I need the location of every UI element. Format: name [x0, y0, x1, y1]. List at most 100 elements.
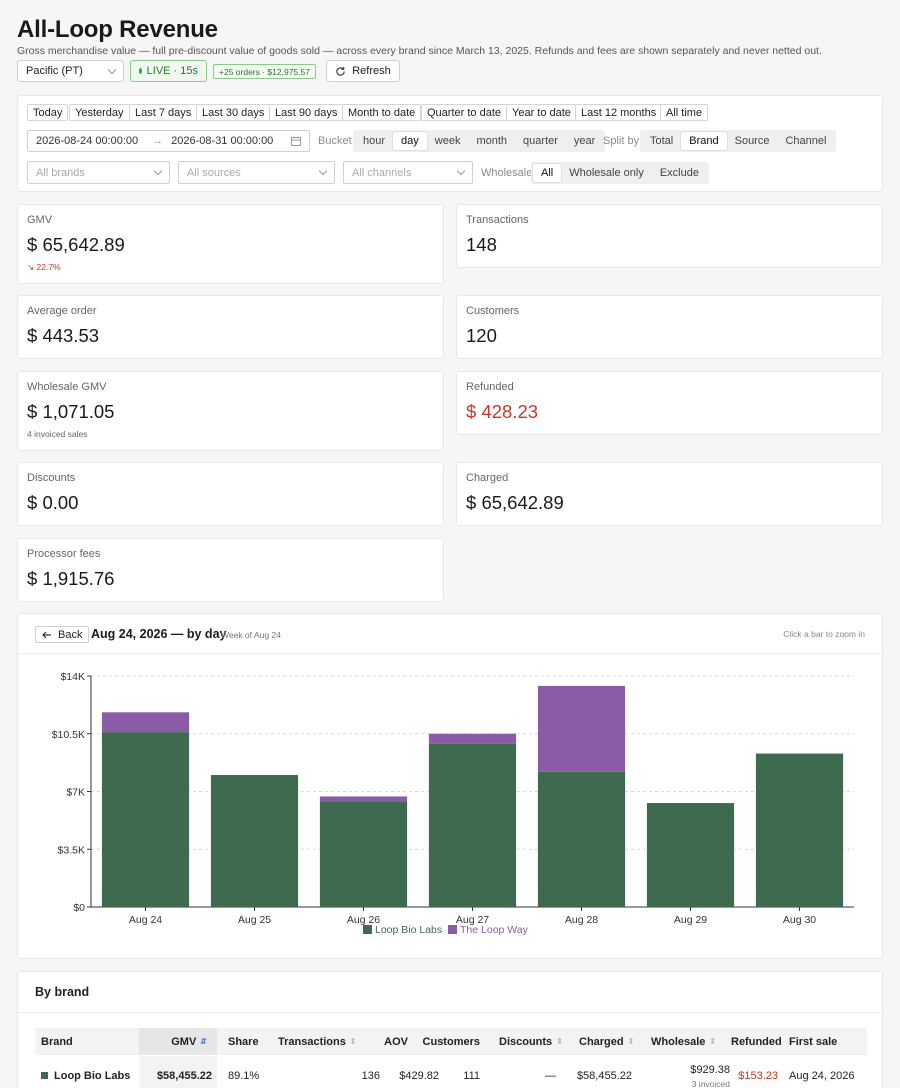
- column-header-transactions[interactable]: Transactions ⇕: [278, 1035, 357, 1048]
- sort-desc-icon: ⇵: [200, 1037, 207, 1046]
- bar-loop-bio-labs[interactable]: [101, 732, 190, 907]
- range-today-button[interactable]: Today: [27, 104, 69, 121]
- processor-fees-value: $ 1,915.76: [27, 568, 115, 589]
- column-header-discounts[interactable]: Discounts ⇕: [499, 1035, 563, 1048]
- bar-loop-bio-labs[interactable]: [755, 753, 844, 907]
- new-orders-badge: +25 orders · $12,975.57: [213, 64, 316, 79]
- wholesale-gmv-label: Wholesale GMV: [27, 381, 107, 393]
- chart-panel: Back Aug 24, 2026 — by day Week of Aug 2…: [17, 613, 884, 959]
- legend-label[interactable]: Loop Bio Labs: [375, 924, 442, 936]
- bucket-option-month[interactable]: month: [476, 135, 508, 147]
- bar-loop-bio-labs[interactable]: [646, 803, 735, 907]
- page-title: All-Loop Revenue: [17, 16, 218, 43]
- bar-the-loop-way[interactable]: [101, 712, 190, 733]
- channels-select[interactable]: All channels: [343, 161, 473, 184]
- cell-wholesale-note: 3 invoiced: [691, 1079, 730, 1088]
- range-last-30-days-button[interactable]: Last 30 days: [196, 104, 271, 121]
- bar-loop-bio-labs[interactable]: [319, 801, 408, 907]
- table-row[interactable]: Loop Bio Labs $58,455.22 89.1% 136 $429.82 11…: [35, 1056, 867, 1088]
- calendar-icon: [291, 137, 301, 146]
- transactions-label: Transactions: [466, 214, 529, 226]
- x-tick-label: Aug 30: [783, 914, 816, 926]
- split-option-total[interactable]: Total: [650, 135, 674, 147]
- average-order-card: Average order $ 443.53: [17, 295, 444, 359]
- split-option-channel[interactable]: Channel: [785, 135, 827, 147]
- date-arrow-icon: →: [152, 135, 164, 147]
- timezone-value: Pacific (PT): [26, 65, 83, 77]
- bucket-option-quarter[interactable]: quarter: [523, 135, 558, 147]
- gmv-column-highlight: [139, 1028, 217, 1055]
- bar-loop-bio-labs[interactable]: [537, 771, 626, 907]
- column-header-charged[interactable]: Charged ⇕: [579, 1035, 635, 1048]
- refresh-icon: [336, 66, 345, 76]
- bar-the-loop-way[interactable]: [319, 796, 408, 802]
- bucket-option-hour[interactable]: hour: [363, 135, 386, 147]
- cell-wholesale: $929.38: [690, 1064, 730, 1076]
- transactions-card: Transactions 148: [456, 204, 883, 268]
- refresh-button[interactable]: Refresh: [326, 60, 400, 82]
- wholesale-gmv-card: Wholesale GMV $ 1,071.05 4 invoiced sale…: [17, 371, 444, 451]
- date-from: 2026-08-24 00:00:00: [36, 135, 139, 147]
- chart-title: Aug 24, 2026 — by day: [91, 627, 227, 641]
- bar-loop-bio-labs[interactable]: [428, 743, 517, 907]
- bucket-option-week[interactable]: week: [434, 135, 461, 147]
- column-header-brand: Brand: [41, 1035, 73, 1048]
- average-order-value: $ 443.53: [27, 325, 100, 346]
- live-toggle[interactable]: LIVE · 15s: [130, 60, 207, 82]
- live-label: LIVE · 15s: [146, 65, 198, 77]
- x-tick-label: Aug 24: [129, 914, 162, 926]
- y-tick-label: $7K: [66, 787, 85, 799]
- split-option-brand[interactable]: Brand: [681, 132, 727, 150]
- y-tick-label: $10.5K: [52, 729, 85, 741]
- sources-select[interactable]: All sources: [178, 161, 335, 184]
- x-tick-label: Aug 28: [565, 914, 598, 926]
- sort-icon: ⇕: [709, 1037, 717, 1046]
- back-button[interactable]: Back: [35, 626, 90, 643]
- gmv-change: ↘ 22.7%: [27, 262, 61, 272]
- chevron-down-icon: [456, 166, 466, 176]
- wholesale-option-all[interactable]: All: [533, 164, 562, 182]
- legend-swatch: [448, 925, 457, 934]
- channels-placeholder: All channels: [352, 166, 412, 179]
- split-option-source[interactable]: Source: [734, 135, 770, 147]
- date-range-input[interactable]: 2026-08-24 00:00:00 → 2026-08-31 00:00:0…: [27, 130, 310, 152]
- range-all-time-button[interactable]: All time: [660, 104, 709, 121]
- bar-the-loop-way[interactable]: [428, 733, 517, 744]
- range-last-7-days-button[interactable]: Last 7 days: [129, 104, 198, 121]
- charged-card: Charged $ 65,642.89: [456, 462, 883, 526]
- chevron-down-icon: [153, 166, 163, 176]
- bucket-option-year[interactable]: year: [573, 135, 596, 147]
- range-quarter-to-date-button[interactable]: Quarter to date: [421, 104, 507, 121]
- wholesale-segmented-control: All Wholesale only Exclude: [531, 162, 709, 184]
- revenue-bar-chart: $0 $3.5K $7K $10.5K $14K Aug 24 Aug 25 Aug 26 Au…: [52, 671, 854, 936]
- range-last-90-days-button[interactable]: Last 90 days: [269, 104, 344, 121]
- column-header-wholesale[interactable]: Wholesale ⇕: [651, 1035, 717, 1048]
- bar-the-loop-way[interactable]: [537, 685, 626, 772]
- bar-loop-bio-labs[interactable]: [210, 775, 299, 907]
- refresh-label: Refresh: [352, 65, 391, 77]
- legend-label[interactable]: The Loop Way: [460, 924, 529, 936]
- wholesale-option-wholesale-only[interactable]: Wholesale only: [569, 167, 644, 179]
- timezone-select[interactable]: Pacific (PT): [17, 60, 124, 82]
- average-order-label: Average order: [27, 305, 97, 317]
- live-dot-icon: [139, 68, 142, 74]
- y-tick-label: $0: [73, 902, 85, 914]
- sort-icon: ⇕: [556, 1037, 563, 1046]
- cell-gmv: $58,455.22: [156, 1070, 212, 1082]
- wholesale-option-exclude[interactable]: Exclude: [659, 167, 699, 179]
- processor-fees-label: Processor fees: [27, 548, 101, 560]
- brands-select[interactable]: All brands: [27, 161, 170, 184]
- column-header-gmv[interactable]: GMV ⇵: [171, 1035, 207, 1048]
- y-tick-label: $14K: [60, 671, 85, 683]
- cell-refunded: $153.23: [738, 1070, 778, 1082]
- table-divider: [18, 1012, 884, 1013]
- range-yesterday-button[interactable]: Yesterday: [69, 104, 130, 121]
- range-year-to-date-button[interactable]: Year to date: [506, 104, 577, 121]
- bucket-option-day[interactable]: day: [393, 132, 427, 150]
- by-brand-panel: By brand Brand GMV ⇵ Share Transactions ⇕ AOV C…: [17, 971, 884, 1088]
- range-month-to-date-button[interactable]: Month to date: [342, 104, 422, 121]
- gmv-column-highlight: [139, 1056, 217, 1088]
- range-last-12-months-button[interactable]: Last 12 months: [575, 104, 663, 121]
- cell-brand: Loop Bio Labs: [54, 1070, 131, 1082]
- x-tick-label: Aug 29: [674, 914, 707, 926]
